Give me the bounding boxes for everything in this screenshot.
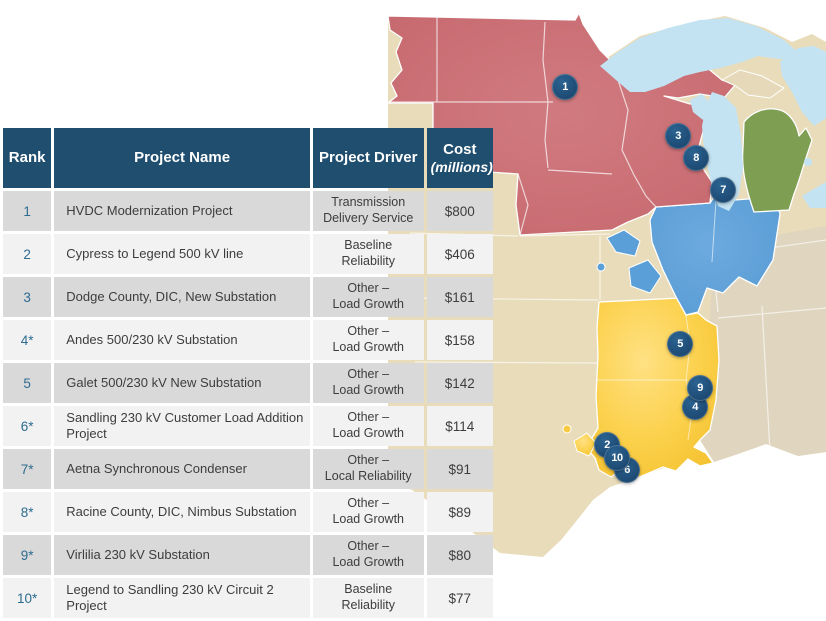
cell-project-driver: Other – Load Growth: [312, 492, 424, 532]
cell-project-driver: Other – Load Growth: [312, 277, 424, 317]
cell-project-name: Legend to Sandling 230 kV Circuit 2 Proj…: [54, 578, 310, 618]
table-row: 8* Racine County, DIC, Nimbus Substation…: [3, 492, 493, 532]
table-row: 1 HVDC Modernization Project Transmissio…: [3, 191, 493, 231]
map-marker-5: 5: [667, 331, 693, 357]
cell-rank: 5: [3, 363, 52, 403]
cell-project-name: Sandling 230 kV Customer Load Addition P…: [54, 406, 310, 446]
map-region-michigan: [741, 108, 813, 213]
header-project-name: Project Name: [54, 128, 310, 188]
cell-project-name: Aetna Synchronous Condenser: [54, 449, 310, 489]
table-row: 10* Legend to Sandling 230 kV Circuit 2 …: [3, 578, 493, 618]
table-row: 5 Galet 500/230 kV New Substation Other …: [3, 363, 493, 403]
lake-superior: [600, 18, 800, 92]
cell-project-name: HVDC Modernization Project: [54, 191, 310, 231]
cell-rank: 8*: [3, 492, 52, 532]
table-row: 4* Andes 500/230 kV Substation Other – L…: [3, 320, 493, 360]
map-marker-1: 1: [552, 74, 578, 100]
cell-project-name: Racine County, DIC, Nimbus Substation: [54, 492, 310, 532]
cell-project-driver: Other – Load Growth: [312, 320, 424, 360]
cell-cost: $161: [426, 277, 493, 317]
table-row: 3 Dodge County, DIC, New Substation Othe…: [3, 277, 493, 317]
cell-rank: 3: [3, 277, 52, 317]
map-upper-peninsula-east: [720, 69, 785, 99]
cell-rank: 9*: [3, 535, 52, 575]
lake-erie: [802, 182, 826, 208]
map-marker-3: 3: [665, 123, 691, 149]
cell-project-name: Dodge County, DIC, New Substation: [54, 277, 310, 317]
cell-project-driver: Other – Load Growth: [312, 363, 424, 403]
cell-cost: $80: [426, 535, 493, 575]
map-marker-8: 8: [683, 145, 709, 171]
header-cost-line2: (millions): [430, 158, 493, 175]
cell-rank: 6*: [3, 406, 52, 446]
cell-project-driver: Baseline Reliability: [312, 234, 424, 274]
cell-cost: $142: [426, 363, 493, 403]
cell-cost: $91: [426, 449, 493, 489]
table-row: 7* Aetna Synchronous Condenser Other – L…: [3, 449, 493, 489]
map-region-blue-missouri-patch-1: [606, 229, 641, 257]
header-cost-line1: Cost: [443, 140, 477, 158]
map-region-south-texas-patch: [573, 432, 597, 457]
table-row: 2 Cypress to Legend 500 kV line Baseline…: [3, 234, 493, 274]
header-rank: Rank: [3, 128, 52, 188]
green-bay: [690, 94, 712, 120]
cell-project-driver: Baseline Reliability: [312, 578, 424, 618]
cell-project-name: Cypress to Legend 500 kV line: [54, 234, 310, 274]
cell-project-driver: Other – Local Reliability: [312, 449, 424, 489]
cell-rank: 1: [3, 191, 52, 231]
lake-huron: [780, 46, 826, 126]
cell-project-driver: Transmission Delivery Service: [312, 191, 424, 231]
lake-st-clair: [804, 158, 812, 166]
map-marker-9: 9: [687, 375, 713, 401]
table-header-row: Rank Project Name Project Driver Cost (mi…: [3, 128, 493, 188]
map-region-blue-missouri-dot: [596, 262, 606, 272]
cell-rank: 4*: [3, 320, 52, 360]
cell-project-name: Galet 500/230 kV New Substation: [54, 363, 310, 403]
cell-project-name: Andes 500/230 kV Substation: [54, 320, 310, 360]
header-project-driver: Project Driver: [312, 128, 424, 188]
cell-project-driver: Other – Load Growth: [312, 406, 424, 446]
header-cost: Cost (millions): [426, 128, 493, 188]
cell-project-name: Virlilia 230 kV Substation: [54, 535, 310, 575]
il-in-border: [711, 199, 717, 263]
cell-cost: $406: [426, 234, 493, 274]
map-marker-7: 7: [710, 177, 736, 203]
cell-cost: $77: [426, 578, 493, 618]
map-marker-10: 10: [604, 445, 630, 471]
cell-cost: $158: [426, 320, 493, 360]
cell-project-driver: Other – Load Growth: [312, 535, 424, 575]
cell-rank: 10*: [3, 578, 52, 618]
cell-rank: 7*: [3, 449, 52, 489]
projects-table: Rank Project Name Project Driver Cost (mi…: [0, 125, 496, 621]
cell-cost: $89: [426, 492, 493, 532]
cell-cost: $114: [426, 406, 493, 446]
table-row: 9* Virlilia 230 kV Substation Other – Lo…: [3, 535, 493, 575]
cell-rank: 2: [3, 234, 52, 274]
map-region-south-texas-dot: [562, 424, 572, 434]
map-region-blue-missouri-patch-2: [628, 259, 662, 294]
table-row: 6* Sandling 230 kV Customer Load Additio…: [3, 406, 493, 446]
north-region-borders: [390, 16, 657, 236]
cell-cost: $800: [426, 191, 493, 231]
